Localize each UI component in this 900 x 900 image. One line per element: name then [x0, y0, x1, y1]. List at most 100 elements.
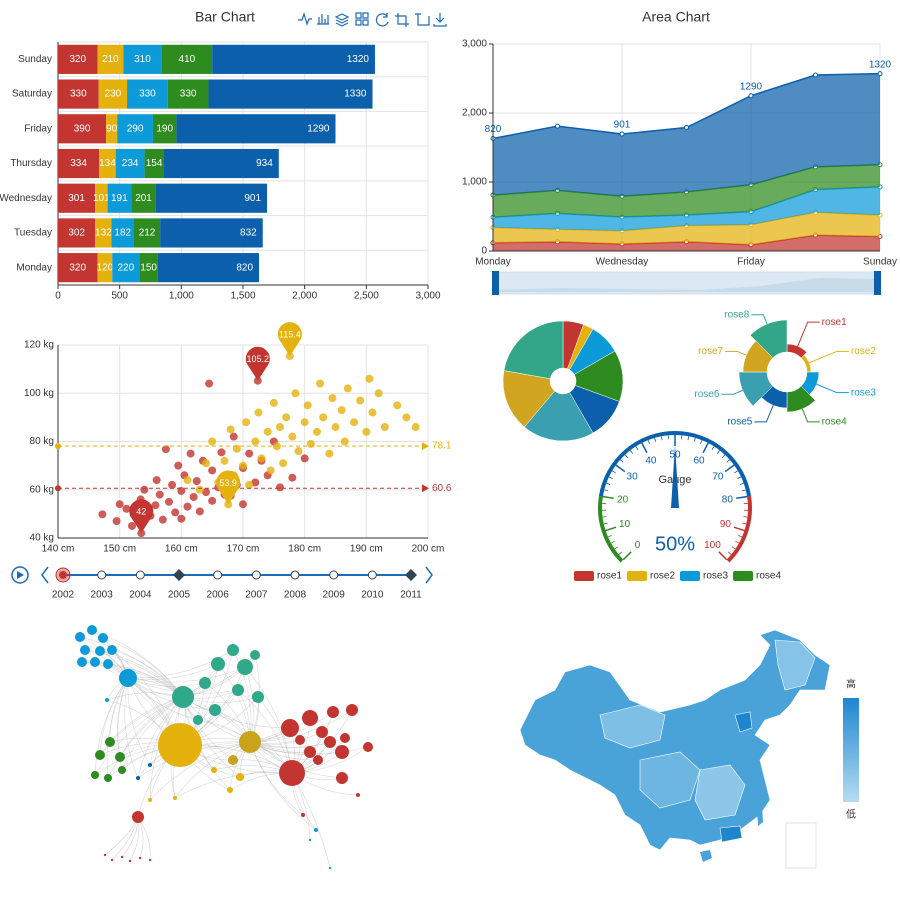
- graph-node[interactable]: [118, 766, 126, 774]
- point[interactable]: [325, 449, 334, 458]
- point[interactable]: [195, 507, 204, 516]
- point[interactable]: [813, 72, 818, 78]
- mark-pin[interactable]: [245, 346, 270, 381]
- point[interactable]: [232, 444, 241, 453]
- rose-slice[interactable]: [800, 354, 812, 373]
- point[interactable]: [229, 432, 238, 441]
- point[interactable]: [374, 389, 383, 398]
- bar[interactable]: [112, 253, 140, 283]
- graph-node[interactable]: [98, 633, 108, 643]
- bar[interactable]: [107, 183, 132, 213]
- point[interactable]: [257, 454, 266, 463]
- graph-node[interactable]: [316, 726, 328, 738]
- graph-node[interactable]: [302, 710, 318, 726]
- bar[interactable]: [58, 79, 99, 109]
- bar[interactable]: [95, 218, 112, 248]
- stack-icon[interactable]: [334, 13, 350, 27]
- bar[interactable]: [98, 79, 128, 109]
- timeline-label[interactable]: 2002: [52, 590, 75, 601]
- graph-node[interactable]: [158, 723, 202, 767]
- point[interactable]: [331, 423, 340, 432]
- graph-node[interactable]: [211, 657, 225, 671]
- graph-node[interactable]: [138, 856, 142, 860]
- point[interactable]: [239, 461, 247, 470]
- point[interactable]: [183, 502, 192, 511]
- bar[interactable]: [115, 148, 145, 179]
- bar[interactable]: [160, 218, 263, 248]
- point[interactable]: [208, 496, 217, 505]
- graph-node[interactable]: [227, 787, 233, 793]
- mark-pin[interactable]: [277, 322, 302, 357]
- legend-label[interactable]: rose2: [650, 571, 675, 582]
- graph-node[interactable]: [136, 776, 140, 780]
- point[interactable]: [319, 413, 328, 422]
- point[interactable]: [306, 439, 315, 448]
- graph-node[interactable]: [95, 750, 105, 760]
- timeline-point[interactable]: [173, 569, 185, 581]
- mark-pin[interactable]: [216, 470, 241, 505]
- graph-node[interactable]: [295, 735, 305, 745]
- point[interactable]: [251, 478, 260, 487]
- graph-node[interactable]: [252, 691, 264, 703]
- point[interactable]: [155, 490, 164, 499]
- graph-node[interactable]: [107, 645, 117, 655]
- timeline-label[interactable]: 2006: [207, 590, 230, 601]
- visual-map-bar[interactable]: [843, 698, 859, 802]
- point[interactable]: [266, 466, 275, 475]
- point[interactable]: [226, 425, 235, 434]
- graph-node[interactable]: [232, 684, 244, 696]
- point[interactable]: [380, 423, 389, 432]
- rose-slice[interactable]: [749, 319, 788, 359]
- bar[interactable]: [95, 183, 108, 213]
- point[interactable]: [291, 389, 300, 398]
- point[interactable]: [183, 476, 192, 485]
- point[interactable]: [192, 477, 201, 486]
- point[interactable]: [356, 396, 365, 405]
- point[interactable]: [165, 497, 173, 506]
- point[interactable]: [337, 406, 346, 415]
- point[interactable]: [365, 374, 374, 383]
- graph-node[interactable]: [336, 772, 348, 784]
- zoom-icon[interactable]: [395, 13, 409, 27]
- rose-slice[interactable]: [738, 371, 774, 407]
- point[interactable]: [217, 448, 226, 457]
- graph-node[interactable]: [105, 737, 115, 747]
- point[interactable]: [251, 437, 260, 446]
- timeline-point[interactable]: [290, 570, 300, 580]
- point[interactable]: [288, 473, 297, 482]
- graph-node[interactable]: [128, 859, 132, 863]
- slider-handle[interactable]: [492, 271, 499, 295]
- point[interactable]: [619, 131, 625, 137]
- point[interactable]: [282, 413, 291, 422]
- graph-node[interactable]: [237, 659, 253, 675]
- point[interactable]: [276, 423, 284, 432]
- graph-node[interactable]: [115, 752, 125, 762]
- zoom-back-icon[interactable]: [415, 13, 430, 26]
- graph-node[interactable]: [199, 677, 211, 689]
- point[interactable]: [128, 521, 136, 530]
- bar[interactable]: [127, 79, 168, 109]
- graph-node[interactable]: [279, 760, 305, 786]
- graph-node[interactable]: [236, 773, 244, 781]
- legend-label[interactable]: rose3: [703, 571, 728, 582]
- bar[interactable]: [58, 44, 98, 74]
- bar[interactable]: [123, 44, 162, 74]
- bar[interactable]: [208, 79, 373, 109]
- point[interactable]: [350, 418, 358, 427]
- graph-node[interactable]: [346, 704, 358, 716]
- bar[interactable]: [155, 183, 268, 213]
- timeline-label[interactable]: 2003: [91, 590, 114, 601]
- timeline-point[interactable]: [251, 570, 261, 580]
- next-button[interactable]: [425, 566, 433, 584]
- save-icon[interactable]: [433, 13, 447, 27]
- point[interactable]: [112, 517, 121, 526]
- timeline-label[interactable]: 2008: [284, 590, 307, 601]
- graph-node[interactable]: [324, 736, 336, 748]
- bar[interactable]: [58, 253, 98, 283]
- point[interactable]: [239, 500, 247, 509]
- mark-pin[interactable]: [129, 499, 154, 534]
- timeline-label[interactable]: 2005: [168, 590, 191, 601]
- graph-node[interactable]: [193, 715, 203, 725]
- bar[interactable]: [58, 148, 100, 179]
- graph-node[interactable]: [301, 813, 305, 817]
